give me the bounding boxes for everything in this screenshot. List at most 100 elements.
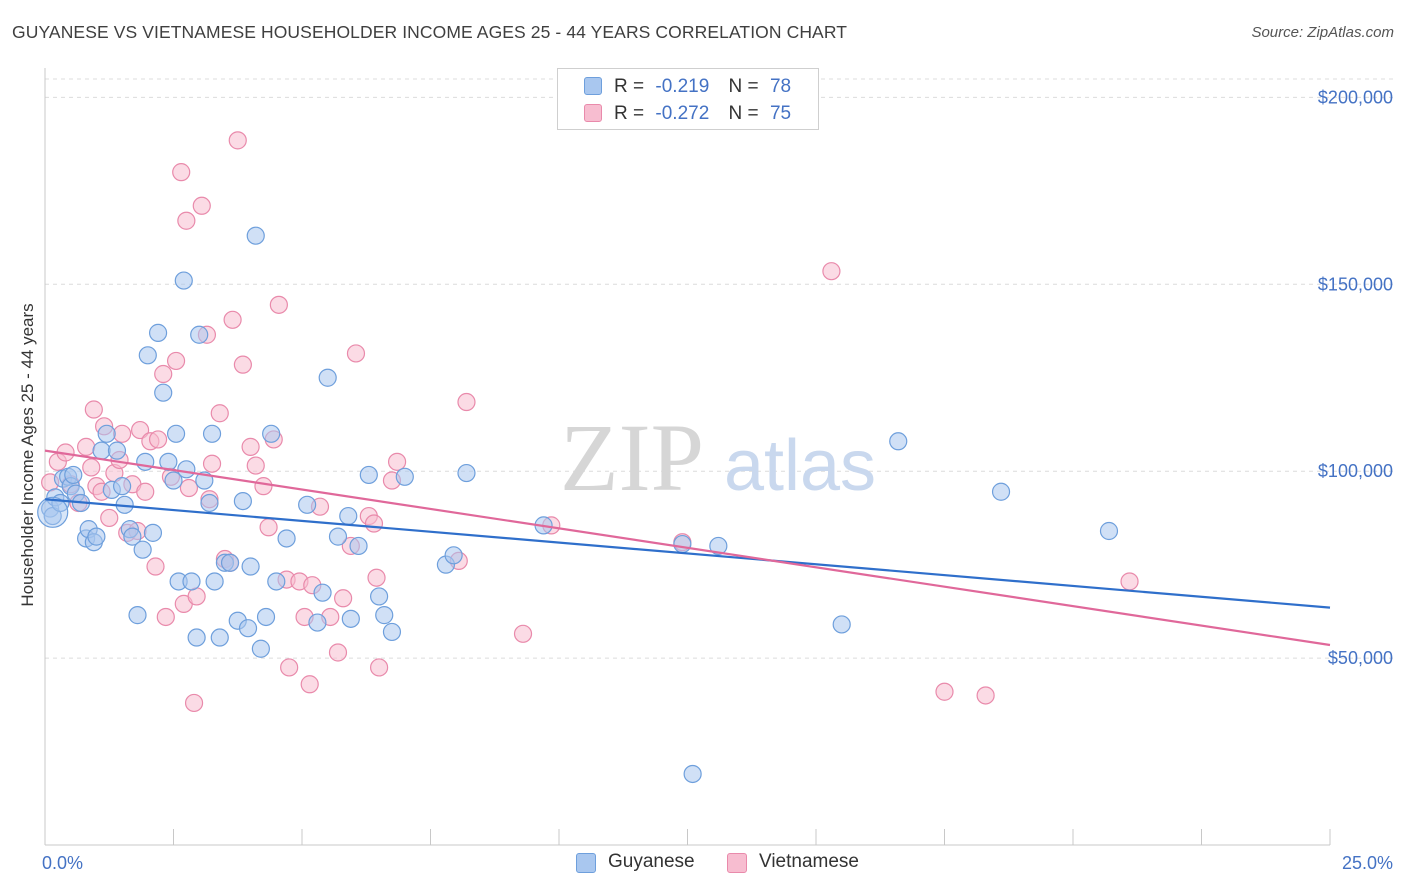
point-guyanese-21 [123,527,142,546]
trendline-vietnamese [44,449,1331,647]
point-vietnamese-75 [1120,572,1139,591]
point-vietnamese-44 [246,456,265,475]
point-guyanese-23 [133,540,152,559]
point-vietnamese-22 [148,430,168,449]
legend-n-label: N = [728,103,759,124]
bottom-legend-label-vietnamese: Vietnamese [759,851,859,872]
point-guyanese-67 [395,467,414,486]
point-vietnamese-33 [192,196,211,215]
point-guyanese-51 [256,607,276,627]
point-vietnamese-68 [457,392,476,412]
point-vietnamese-5 [77,437,96,456]
point-vietnamese-69 [513,624,533,643]
point-guyanese-65 [375,606,394,625]
point-vietnamese-18 [130,420,150,440]
legend-r-label: R = [614,76,645,97]
point-guyanese-78 [1099,521,1119,541]
legend-n-value-vietnamese: 75 [769,103,792,124]
legend-swatch-vietnamese [584,104,602,122]
x-tick-labels: 0.0% 25.0% [42,853,1393,873]
point-guyanese-53 [267,572,286,591]
point-vietnamese-29 [177,211,196,230]
point-guyanese-59 [328,527,348,546]
legend-swatch-guyanese [584,77,602,95]
point-vietnamese-66 [387,452,407,471]
point-vietnamese-24 [156,607,175,627]
point-guyanese-64 [370,587,389,606]
point-vietnamese-6 [82,458,101,477]
point-guyanese-61 [341,609,360,628]
x-tick-label-0: 0.0% [42,853,83,873]
chart-title: GUYANESE VS VIETNAMESE HOUSEHOLDER INCOM… [12,22,848,42]
point-guyanese-44 [220,553,240,572]
bottom-legend-swatch-vietnamese [727,853,747,873]
bottom-legend-label-guyanese: Guyanese [608,851,695,872]
point-guyanese-69 [444,546,463,565]
point-guyanese-13 [87,527,106,546]
point-vietnamese-42 [233,355,252,374]
point-guyanese-15 [97,424,116,443]
point-vietnamese-27 [172,163,191,182]
point-vietnamese-43 [241,437,260,456]
point-guyanese-30 [164,471,183,490]
legend-r-value-guyanese: -0.219 [655,76,710,97]
point-guyanese-17 [107,441,127,460]
point-guyanese-63 [359,465,378,485]
point-guyanese-49 [246,226,265,245]
point-guyanese-22 [128,606,147,625]
point-vietnamese-14 [112,424,132,443]
point-guyanese-52 [262,424,281,443]
point-guyanese-76 [889,432,908,451]
point-vietnamese-50 [280,658,299,677]
point-guyanese-62 [349,536,368,556]
point-guyanese-37 [190,325,209,344]
point-vietnamese-41 [228,131,247,150]
point-vietnamese-45 [254,477,273,496]
point-vietnamese-11 [100,508,119,528]
y-axis-label: Householder Income Ages 25 - 44 years [18,303,37,606]
watermark-atlas: atlas [724,426,876,506]
point-vietnamese-74 [976,686,995,705]
point-vietnamese-7 [84,400,103,419]
point-guyanese-58 [318,368,337,387]
point-guyanese-72 [673,534,692,554]
trendlines [44,449,1331,647]
y-tick-label-1: $100,000 [1318,461,1393,481]
point-guyanese-60 [339,506,358,526]
y-tick-label-3: $200,000 [1318,87,1393,107]
bottom-legend-swatch-guyanese [576,853,596,873]
point-vietnamese-73 [935,682,954,701]
trendline-guyanese [44,498,1331,609]
point-guyanese-75 [832,615,851,634]
point-guyanese-35 [182,572,201,591]
source-credit: Source: ZipAtlas.com [1251,24,1394,41]
point-guyanese-39 [200,493,219,513]
point-guyanese-26 [143,523,163,542]
point-guyanese-46 [233,491,252,511]
point-guyanese-77 [991,482,1011,501]
point-guyanese-36 [187,628,206,647]
point-guyanese-31 [166,424,186,443]
point-guyanese-56 [308,613,327,632]
point-vietnamese-31 [184,693,204,713]
point-guyanese-33 [174,271,193,290]
point-vietnamese-40 [223,310,242,329]
point-guyanese-3 [51,493,70,513]
point-vietnamese-53 [300,675,319,694]
point-guyanese-66 [382,622,402,642]
point-guyanese-74 [709,536,728,556]
point-guyanese-34 [177,460,196,479]
point-guyanese-50 [251,639,270,658]
point-guyanese-54 [277,529,296,548]
point-guyanese-25 [138,346,157,365]
point-vietnamese-23 [154,364,173,384]
legend-r-label: R = [614,103,645,124]
point-vietnamese-57 [328,643,348,662]
point-guyanese-48 [241,557,260,576]
point-guyanese-41 [205,572,224,591]
axes [44,68,1331,846]
watermark-zip: ZIP [560,404,704,511]
point-guyanese-73 [683,764,702,784]
legend-box: R = -0.219 N = 78 R = -0.272 N = 75 [557,68,819,130]
